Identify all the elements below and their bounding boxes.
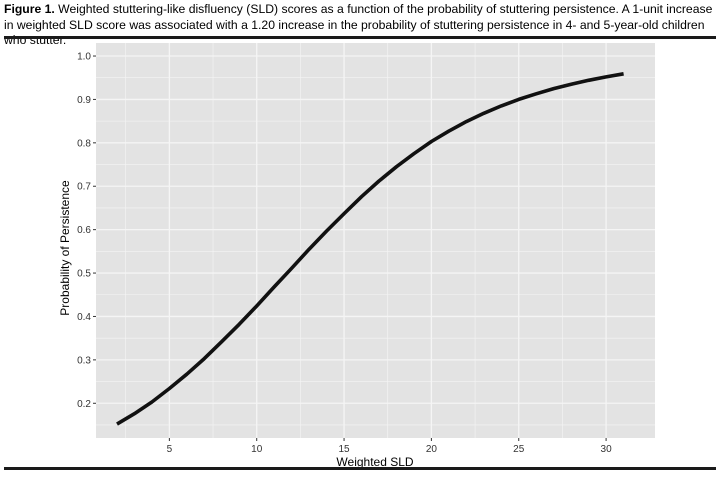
y-axis-label: Probability of Persistence	[58, 180, 72, 316]
top-rule	[4, 36, 716, 39]
figure-label: Figure 1.	[4, 2, 55, 16]
figure-caption: Figure 1. Weighted stuttering-like disfl…	[4, 2, 716, 49]
y-tick-label: 0.7	[77, 182, 91, 193]
y-tick-label: 0.5	[77, 269, 91, 280]
caption-text: Weighted stuttering-like disfluency (SLD…	[4, 2, 713, 47]
x-axis-label: Weighted SLD	[336, 455, 413, 469]
x-tick-label: 25	[513, 444, 525, 455]
series-layer	[116, 72, 624, 426]
bottom-rule	[4, 467, 716, 470]
y-tick-label: 0.3	[77, 355, 91, 366]
y-tick-label: 0.2	[77, 399, 91, 410]
x-tick-label: 30	[601, 444, 613, 455]
y-tick-label: 0.6	[77, 225, 91, 236]
x-tick-label: 10	[251, 444, 263, 455]
y-tick-label: 1.0	[77, 52, 91, 63]
y-tick-label: 0.4	[77, 312, 91, 323]
y-tick-label: 0.9	[77, 95, 91, 106]
axes: 5 10 15 20 25 30 0.2 0.3 0.4 0.5 0.6 0.7 0.8 0.9 1.0	[77, 52, 612, 455]
probability-curve	[116, 72, 624, 426]
x-tick-label: 20	[426, 444, 438, 455]
x-tick-label: 5	[167, 444, 173, 455]
y-tick-label: 0.8	[77, 138, 91, 149]
x-tick-label: 15	[338, 444, 350, 455]
